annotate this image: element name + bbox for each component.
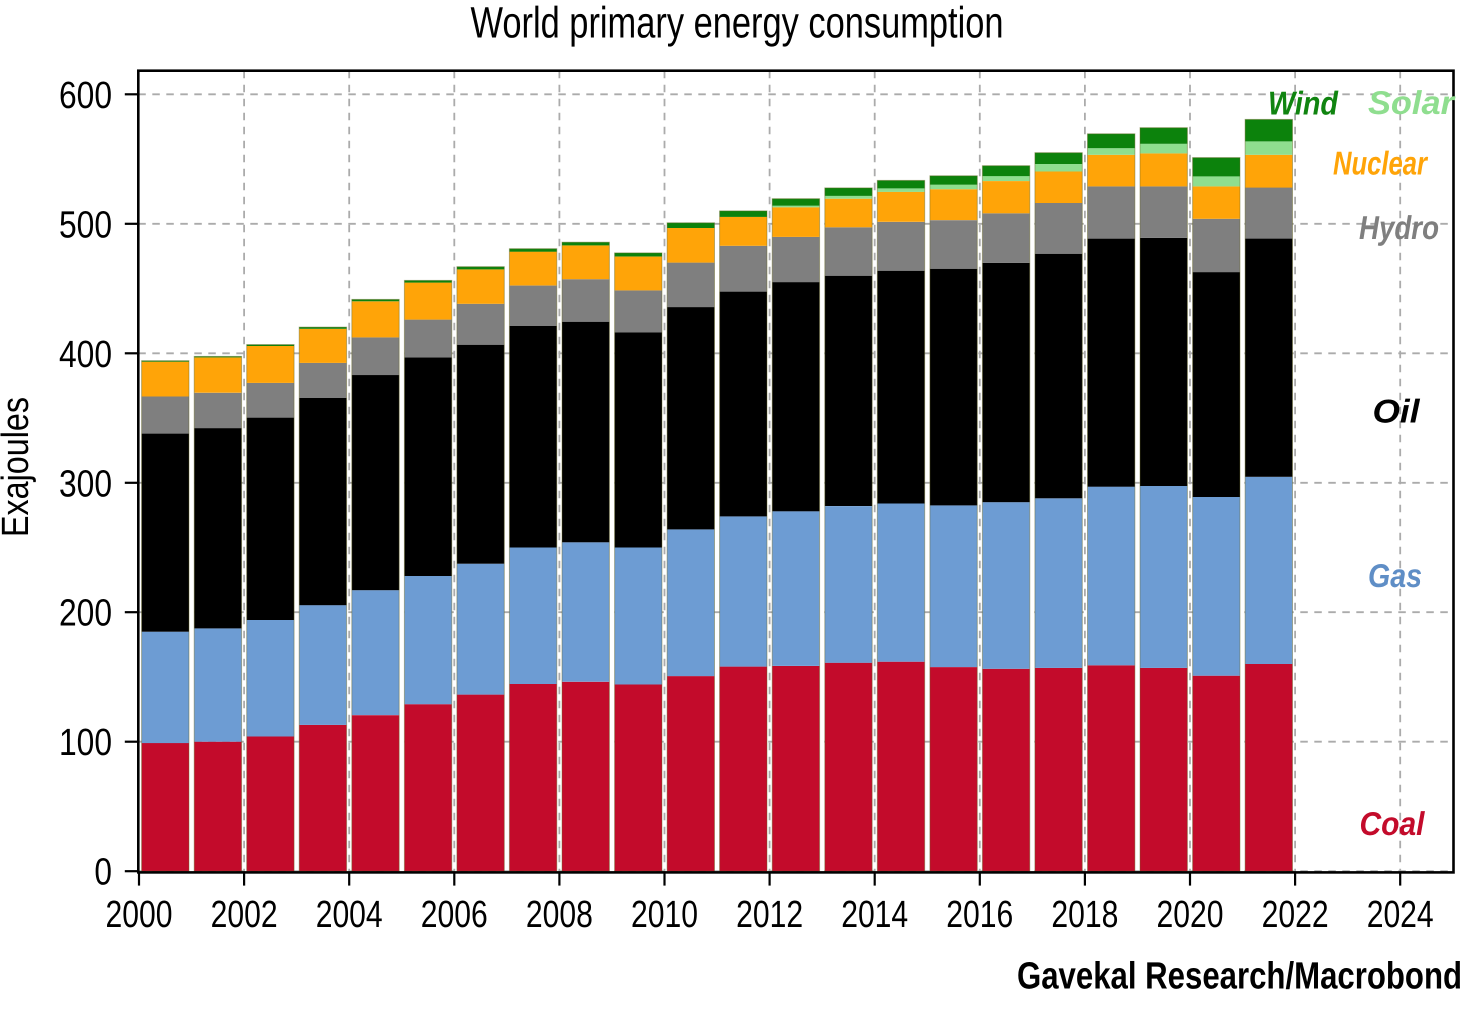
svg-text:2022: 2022 xyxy=(1262,894,1329,936)
svg-text:2000: 2000 xyxy=(106,894,173,936)
svg-text:2010: 2010 xyxy=(631,894,698,936)
svg-text:Oil: Oil xyxy=(1373,393,1421,430)
svg-text:500: 500 xyxy=(59,204,112,246)
svg-text:Coal: Coal xyxy=(1360,805,1426,842)
svg-text:Nuclear: Nuclear xyxy=(1333,145,1429,182)
svg-text:World primary energy consumpti: World primary energy consumption xyxy=(471,0,1004,48)
svg-text:2014: 2014 xyxy=(841,894,908,936)
svg-text:Solar: Solar xyxy=(1368,84,1456,121)
svg-text:2006: 2006 xyxy=(421,894,488,936)
svg-text:0: 0 xyxy=(94,852,112,894)
svg-text:Wind: Wind xyxy=(1268,85,1339,122)
svg-text:2024: 2024 xyxy=(1367,894,1434,936)
svg-text:2018: 2018 xyxy=(1051,894,1118,936)
svg-text:300: 300 xyxy=(59,463,112,505)
svg-text:Exajoules: Exajoules xyxy=(0,397,37,537)
svg-text:2002: 2002 xyxy=(211,894,278,936)
svg-text:600: 600 xyxy=(59,75,112,117)
svg-text:Hydro: Hydro xyxy=(1359,209,1439,246)
svg-text:2020: 2020 xyxy=(1157,894,1224,936)
svg-text:400: 400 xyxy=(59,334,112,376)
svg-text:200: 200 xyxy=(59,593,112,635)
svg-text:2016: 2016 xyxy=(946,894,1013,936)
svg-text:2012: 2012 xyxy=(736,894,803,936)
svg-text:2008: 2008 xyxy=(526,894,593,936)
svg-text:100: 100 xyxy=(59,722,112,764)
svg-text:Gas: Gas xyxy=(1368,557,1422,594)
svg-text:2004: 2004 xyxy=(316,894,383,936)
svg-text:Gavekal Research/Macrobond: Gavekal Research/Macrobond xyxy=(1017,956,1462,998)
